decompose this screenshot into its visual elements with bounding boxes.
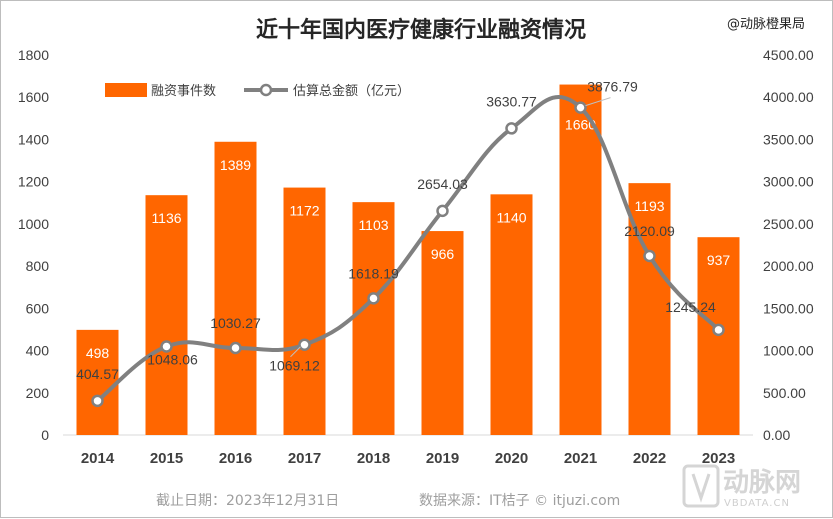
x-tick-label: 2014 — [81, 450, 115, 467]
bar-2017 — [283, 187, 326, 435]
x-tick-label: 2021 — [564, 450, 597, 467]
left-tick-label: 0 — [41, 427, 49, 443]
bar-value-label: 1172 — [289, 203, 319, 219]
legend-bar-label: 融资事件数 — [151, 84, 216, 99]
bar-2019 — [421, 231, 464, 435]
line-value-label: 404.57 — [76, 366, 119, 382]
chart-title: 近十年国内医疗健康行业融资情况 — [256, 17, 586, 42]
logo-mark — [682, 464, 720, 508]
left-tick-label: 1600 — [18, 89, 49, 105]
x-tick-label: 2019 — [426, 450, 459, 467]
right-tick-label: 1500.00 — [763, 300, 814, 316]
left-axis: 0 200 400 600 800 1000 1200 1400 1600 1800 — [18, 47, 49, 443]
bar-value-label: 1193 — [634, 198, 664, 214]
line-point-2016 — [229, 341, 242, 355]
x-tick-label: 2023 — [702, 450, 735, 467]
right-tick-label: 1000.00 — [763, 343, 814, 359]
bar-value-label: 966 — [431, 246, 455, 262]
x-axis: 2014 2015 2016 2017 2018 2019 2020 2021 2022 2023 — [63, 434, 753, 467]
bar-value-label: 937 — [707, 252, 731, 268]
line-value-label: 1245.24 — [665, 299, 716, 315]
legend-line-label: 估算总金额（亿元） — [293, 83, 410, 99]
x-tick-label: 2017 — [288, 450, 321, 467]
line-point-2022 — [643, 249, 656, 263]
left-tick-label: 1000 — [18, 216, 49, 232]
footer-source: 数据来源：IT桔子 © itjuzi.com — [419, 493, 620, 509]
bar-value-label: 498 — [86, 345, 110, 361]
logo-sub: VBDATA.CN — [724, 498, 790, 509]
logo-name: 动脉网 — [723, 468, 801, 498]
legend-bar-swatch — [105, 83, 147, 97]
bar-value-label: 1136 — [151, 210, 181, 226]
bar-value-label: 1660 — [565, 117, 596, 133]
bar-value-label: 1389 — [220, 157, 251, 173]
leader-line — [585, 97, 611, 107]
watermark: @动脉橙果局 — [727, 17, 805, 32]
right-tick-label: 2000.00 — [763, 258, 814, 274]
line-point-2018 — [367, 292, 380, 305]
line-path — [96, 95, 720, 403]
line-value-label: 2654.03 — [417, 176, 468, 192]
line-point-2014 — [91, 394, 104, 408]
bar-2018 — [352, 202, 395, 435]
bar-series: 498 1136 1389 1172 1103 966 1140 1660 1193 937 — [76, 84, 740, 436]
line-value-label: 1030.27 — [210, 315, 261, 331]
x-tick-label: 2018 — [357, 450, 390, 467]
legend: 融资事件数 估算总金额（亿元） — [105, 83, 410, 99]
line-point-2015 — [160, 340, 173, 353]
line-value-label: 1069.12 — [269, 358, 320, 374]
right-axis: 0.00 500.00 1000.00 1500.00 2000.00 2500.00 30… — [763, 47, 814, 443]
right-tick-label: 0.00 — [763, 427, 790, 443]
line-value-label: 2120.09 — [624, 223, 675, 239]
right-tick-label: 4000.00 — [763, 89, 814, 105]
left-tick-label: 1200 — [18, 174, 49, 190]
line-point-2021 — [574, 101, 587, 114]
right-tick-label: 3500.00 — [763, 131, 814, 147]
bar-2016 — [214, 141, 257, 435]
line-value-label: 1048.06 — [147, 351, 198, 367]
bar-value-label: 1140 — [496, 209, 526, 225]
logo-mark-v — [691, 473, 711, 503]
x-tick-label: 2022 — [633, 450, 666, 467]
bar-2014 — [76, 329, 119, 435]
line-point-2017 — [298, 338, 311, 351]
line-point-2020 — [505, 122, 518, 135]
bar-2022 — [628, 183, 671, 435]
right-tick-label: 4500.00 — [763, 47, 814, 63]
line-point-2019 — [436, 204, 449, 218]
bar-2015 — [145, 195, 188, 435]
line-value-label: 3630.77 — [486, 93, 537, 109]
left-tick-label: 600 — [26, 300, 50, 316]
line-point-2023 — [712, 323, 725, 337]
right-tick-label: 2500.00 — [763, 216, 814, 232]
right-tick-label: 3000.00 — [763, 174, 814, 190]
left-tick-label: 1800 — [18, 47, 49, 63]
left-tick-label: 400 — [26, 343, 50, 359]
line-value-label: 3876.79 — [587, 79, 638, 95]
bar-2020 — [490, 194, 533, 435]
leader-line — [290, 346, 301, 358]
x-tick-label: 2020 — [495, 450, 528, 467]
bar-2021 — [559, 84, 602, 436]
vbdata-logo: 动脉网 VBDATA.CN — [682, 464, 801, 509]
line-value-label: 1618.19 — [348, 265, 399, 281]
x-tick-label: 2016 — [219, 450, 252, 467]
left-tick-label: 800 — [26, 258, 50, 274]
left-tick-label: 200 — [26, 385, 50, 401]
right-tick-label: 500.00 — [763, 385, 806, 401]
left-tick-label: 1400 — [18, 131, 49, 147]
bar-value-label: 1103 — [358, 217, 388, 233]
footer-date: 截止日期：2023年12月31日 — [156, 493, 339, 509]
line-series: 404.57 1048.06 1030.27 1069.12 1618.19 2654.0… — [76, 79, 725, 408]
legend-line-marker — [259, 83, 273, 97]
x-tick-label: 2015 — [150, 450, 183, 467]
